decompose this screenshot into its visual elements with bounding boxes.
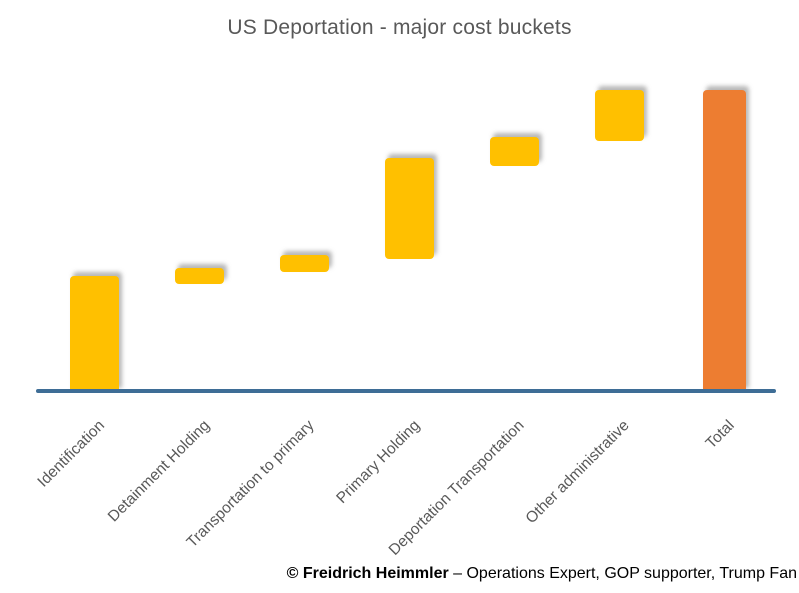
bar-detainment-holding [174, 267, 224, 284]
credit-caption: © Freidrich Heimmler – Operations Expert… [287, 565, 797, 583]
bar-transportation-to-primary [279, 254, 329, 273]
bar-total [702, 90, 746, 392]
bar-deportation-transportation [489, 137, 539, 167]
x-axis-label-primary-holding: Primary Holding [333, 416, 423, 507]
x-axis-label-total: Total [702, 416, 738, 453]
x-axis-label-detainment-holding: Detainment Holding [104, 416, 213, 526]
bar-identification [69, 275, 119, 392]
bar-primary-holding [384, 157, 434, 260]
x-axis-label-other-administrative: Other administrative [522, 416, 633, 528]
x-axis-label-identification: Identification [34, 416, 108, 491]
credit-author: © Freidrich Heimmler [286, 565, 449, 582]
x-axis-line [36, 389, 776, 393]
credit-description: – Operations Expert, GOP supporter, Trum… [448, 565, 797, 582]
bar-other-administrative [594, 90, 644, 142]
chart-title: US Deportation - major cost buckets [227, 16, 572, 39]
